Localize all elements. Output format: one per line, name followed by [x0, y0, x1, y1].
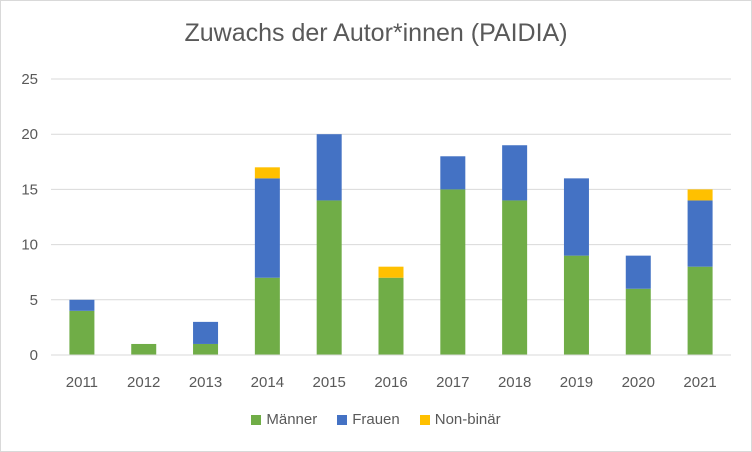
bar-m-nner-2015	[316, 200, 342, 355]
x-tick-label-2012: 2012	[127, 374, 160, 391]
x-tick-label-2016: 2016	[374, 374, 407, 391]
bar-m-nner-2021	[687, 266, 713, 355]
bar-frauen-2014	[254, 178, 280, 278]
y-tick-label-5: 5	[30, 292, 38, 309]
bar-non-bin-r-2021	[687, 189, 713, 201]
bar-m-nner-2012	[131, 343, 157, 355]
y-tick-label-10: 10	[21, 237, 38, 254]
bar-m-nner-2018	[502, 200, 528, 355]
legend-swatch-frauen	[337, 414, 348, 425]
bar-frauen-2018	[502, 145, 528, 201]
y-tick-label-25: 25	[21, 71, 38, 88]
bar-frauen-2019	[563, 178, 589, 256]
chart-legend: Männer Frauen Non-binär	[1, 411, 751, 428]
legend-swatch-non-binaer	[419, 414, 430, 425]
legend-item-maenner: Männer	[251, 411, 317, 428]
chart-title: Zuwachs der Autor*innen (PAIDIA)	[184, 19, 568, 47]
bar-frauen-2021	[687, 200, 713, 267]
bar-frauen-2020	[625, 255, 651, 289]
y-tick-label-20: 20	[21, 126, 38, 143]
legend-label-frauen: Frauen	[352, 411, 400, 428]
x-tick-label-2011: 2011	[66, 374, 98, 391]
x-tick-label-2014: 2014	[251, 374, 284, 391]
bar-m-nner-2011	[69, 310, 95, 355]
bar-m-nner-2017	[440, 189, 466, 355]
bar-m-nner-2019	[563, 255, 589, 355]
legend-label-maenner: Männer	[266, 411, 318, 428]
bar-non-bin-r-2014	[254, 167, 280, 179]
legend-label-non-binaer: Non-binär	[434, 411, 501, 428]
bar-frauen-2011	[69, 299, 95, 311]
y-tick-label-15: 15	[21, 181, 38, 198]
legend-item-frauen: Frauen	[337, 411, 400, 428]
bar-frauen-2013	[193, 321, 219, 344]
x-tick-label-2018: 2018	[498, 374, 531, 391]
x-tick-label-2021: 2021	[683, 374, 716, 391]
legend-swatch-maenner	[251, 414, 262, 425]
bar-m-nner-2013	[193, 343, 219, 355]
x-tick-label-2013: 2013	[189, 374, 222, 391]
bar-non-bin-r-2016	[378, 266, 404, 278]
x-tick-label-2015: 2015	[312, 374, 345, 391]
bar-m-nner-2014	[254, 277, 280, 355]
y-tick-label-0: 0	[30, 347, 38, 364]
bar-frauen-2017	[440, 156, 466, 190]
bar-m-nner-2020	[625, 288, 651, 355]
x-tick-label-2019: 2019	[560, 374, 593, 391]
x-tick-label-2020: 2020	[622, 374, 655, 391]
legend-item-non-binaer: Non-binär	[419, 411, 501, 428]
bar-m-nner-2016	[378, 277, 404, 355]
bar-frauen-2015	[316, 134, 342, 201]
x-tick-label-2017: 2017	[436, 374, 469, 391]
